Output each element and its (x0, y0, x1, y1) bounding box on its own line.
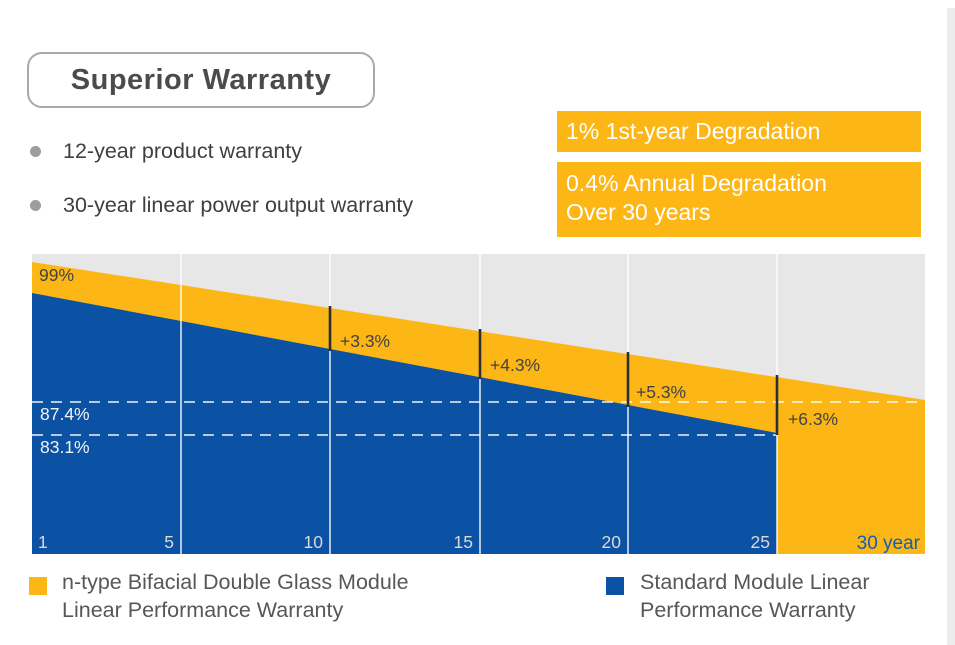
gap-annotation-year-25: +6.3% (788, 409, 838, 429)
x-tick-15: 15 (454, 532, 473, 552)
badge-text-line: 0.4% Annual Degradation (566, 170, 827, 196)
title-box: Superior Warranty (27, 52, 375, 108)
legend-label: Standard Module Linear Performance Warra… (640, 569, 870, 624)
warranty-chart-svg: 99% 87.4% 83.1% +3.3% +4.3% +5.3% +6.3% … (32, 254, 925, 554)
legend-label-line: n-type Bifacial Double Glass Module (62, 570, 409, 594)
gap-annotation-year-10: +3.3% (340, 331, 390, 351)
legend-label: n-type Bifacial Double Glass Module Line… (62, 569, 409, 624)
ntype-swatch-icon (29, 577, 47, 595)
x-tick-20: 20 (602, 532, 622, 552)
x-tick-25: 25 (751, 532, 770, 552)
badge-text-line: Over 30 years (566, 199, 711, 225)
annual-degradation-badge: 0.4% Annual Degradation Over 30 years (557, 162, 921, 237)
reference-value-label-83-1: 83.1% (40, 437, 90, 457)
bullet-product-warranty: 12-year product warranty (30, 139, 302, 164)
x-tick-1: 1 (38, 532, 48, 552)
x-tick-10: 10 (304, 532, 324, 552)
gap-annotation-year-15: +4.3% (490, 355, 540, 375)
start-value-label: 99% (39, 265, 74, 285)
legend-label-line: Performance Warranty (640, 597, 856, 622)
page-title: Superior Warranty (70, 63, 332, 96)
bullet-dot-icon (30, 200, 41, 211)
bullet-power-warranty: 30-year linear power output warranty (30, 193, 413, 218)
standard-area-series (32, 293, 777, 554)
bullet-dot-icon (30, 146, 41, 157)
gap-ticks (328, 306, 779, 435)
warranty-chart: 99% 87.4% 83.1% +3.3% +4.3% +5.3% +6.3% … (32, 254, 925, 554)
bullet-text: 30-year linear power output warranty (63, 193, 414, 217)
x-tick-5: 5 (164, 532, 174, 552)
gap-annotation-year-20: +5.3% (636, 382, 686, 402)
legend-item-ntype: n-type Bifacial Double Glass Module Line… (29, 569, 409, 624)
legend-item-standard: Standard Module Linear Performance Warra… (606, 569, 870, 624)
slide-edge-strip (947, 8, 955, 645)
badge-text: 1% 1st-year Degradation (566, 118, 821, 144)
reference-value-label-87-4: 87.4% (40, 404, 90, 424)
standard-swatch-icon (606, 577, 624, 595)
legend-label-line: Standard Module Linear (640, 570, 870, 594)
first-year-degradation-badge: 1% 1st-year Degradation (557, 111, 921, 152)
legend-label-line: Linear Performance Warranty (62, 597, 344, 622)
bullet-text: 12-year product warranty (63, 139, 302, 163)
x-axis-end-label: 30 year (857, 533, 921, 554)
